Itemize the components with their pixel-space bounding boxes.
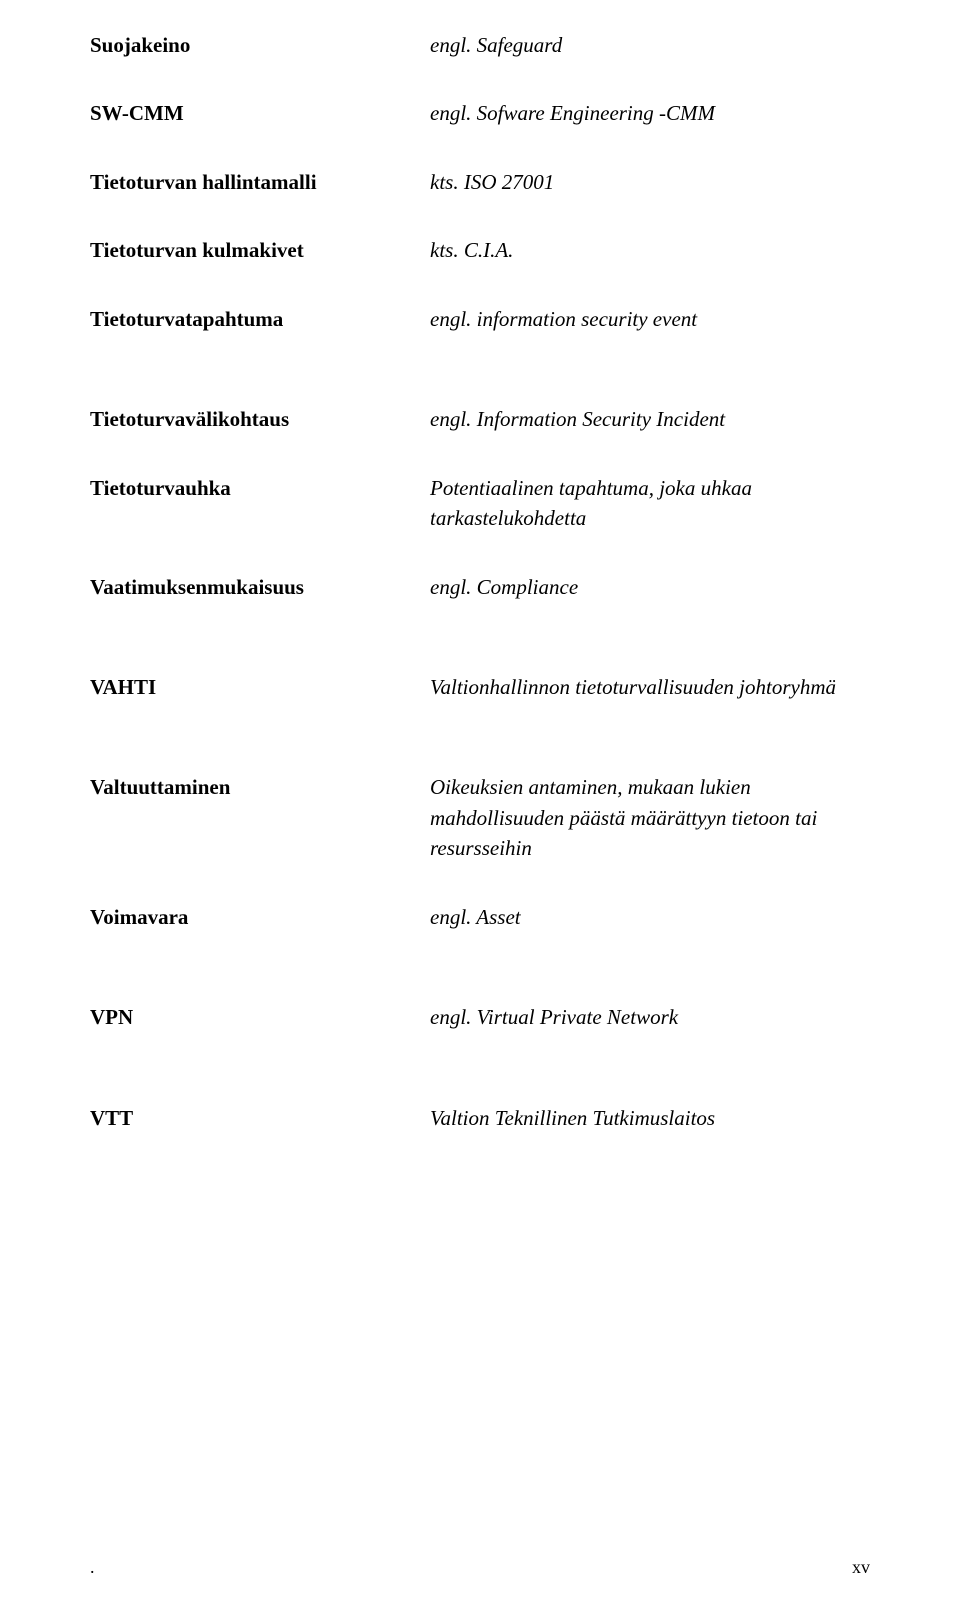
spacer [90,266,870,304]
glossary-row: Tietoturvauhka Potentiaalinen tapahtuma,… [90,473,870,534]
spacer [90,932,870,1002]
glossary-row: Valtuuttaminen Oikeuksien antaminen, muk… [90,772,870,863]
spacer [90,702,870,772]
term: VPN [90,1002,430,1032]
term: Tietoturvavälikohtaus [90,404,430,434]
spacer [90,1033,870,1103]
spacer [90,435,870,473]
definition: engl. Virtual Private Network [430,1002,870,1032]
glossary-row: Tietoturvan hallintamalli kts. ISO 27001 [90,167,870,197]
glossary-row: SW-CMM engl. Sofware Engineering -CMM [90,98,870,128]
term: Valtuuttaminen [90,772,430,802]
spacer [90,602,870,672]
spacer [90,534,870,572]
glossary-row: Vaatimuksenmukaisuus engl. Compliance [90,572,870,602]
glossary-row: VPN engl. Virtual Private Network [90,1002,870,1032]
definition: Oikeuksien antaminen, mukaan lukien mahd… [430,772,870,863]
definition: engl. Sofware Engineering -CMM [430,98,870,128]
definition: engl. Information Security Incident [430,404,870,434]
term: Tietoturvan hallintamalli [90,167,430,197]
definition: engl. Safeguard [430,30,870,60]
glossary-row: Tietoturvan kulmakivet kts. C.I.A. [90,235,870,265]
glossary-row: Tietoturvavälikohtaus engl. Information … [90,404,870,434]
glossary-row: VTT Valtion Teknillinen Tutkimuslaitos [90,1103,870,1133]
glossary-row: Voimavara engl. Asset [90,902,870,932]
page-number: . [90,1554,95,1580]
page-roman-numeral: xv [852,1554,870,1580]
definition: kts. ISO 27001 [430,167,870,197]
definition: Potentiaalinen tapahtuma, joka uhkaa tar… [430,473,870,534]
term: Tietoturvan kulmakivet [90,235,430,265]
glossary-row: VAHTI Valtionhallinnon tietoturvallisuud… [90,672,870,702]
definition: engl. information security event [430,304,870,334]
definition: Valtion Teknillinen Tutkimuslaitos [430,1103,870,1133]
term: Vaatimuksenmukaisuus [90,572,430,602]
definition: kts. C.I.A. [430,235,870,265]
page: Suojakeino engl. Safeguard SW-CMM engl. … [0,0,960,1620]
definition: Valtionhallinnon tietoturvallisuuden joh… [430,672,870,702]
term: VAHTI [90,672,430,702]
definition: engl. Asset [430,902,870,932]
spacer [90,197,870,235]
term: Tietoturvauhka [90,473,430,503]
term: Suojakeino [90,30,430,60]
term: SW-CMM [90,98,430,128]
spacer [90,864,870,902]
spacer [90,334,870,404]
definition: engl. Compliance [430,572,870,602]
spacer [90,129,870,167]
term: Voimavara [90,902,430,932]
term: Tietoturvatapahtuma [90,304,430,334]
glossary-row: Tietoturvatapahtuma engl. information se… [90,304,870,334]
term: VTT [90,1103,430,1133]
spacer [90,60,870,98]
glossary-row: Suojakeino engl. Safeguard [90,30,870,60]
